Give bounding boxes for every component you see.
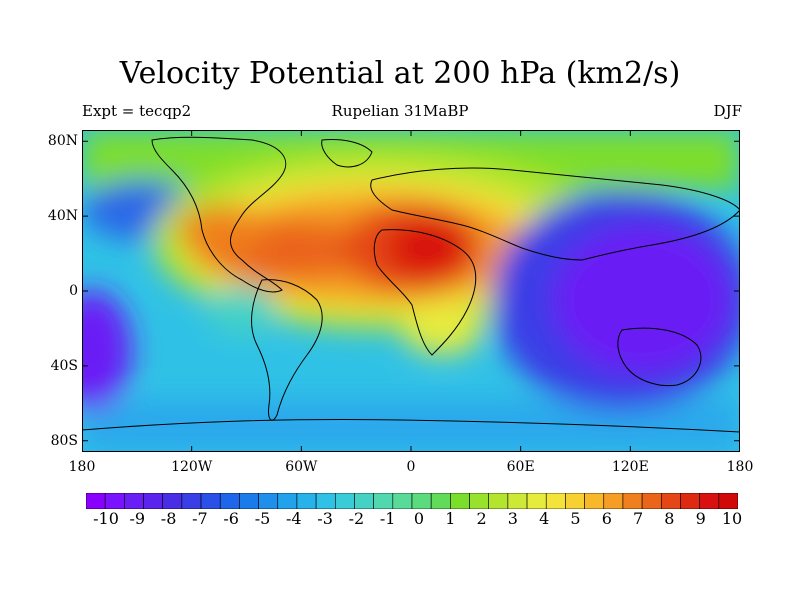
colorbar-label: -1 bbox=[379, 509, 396, 528]
colorbar-swatch bbox=[143, 493, 164, 509]
map-title: Velocity Potential at 200 hPa (km2/s) bbox=[119, 56, 681, 91]
colorbar-swatch bbox=[162, 493, 183, 509]
coastlines bbox=[82, 136, 740, 433]
colorbar-swatch bbox=[315, 493, 336, 509]
colorbar-label: 7 bbox=[633, 509, 644, 528]
period-label: Rupelian 31MaBP bbox=[331, 102, 469, 120]
colorbar-swatch bbox=[641, 493, 662, 509]
colorbar-swatch bbox=[526, 493, 547, 509]
colorbar-swatch bbox=[718, 493, 738, 509]
colorbar-label: 4 bbox=[539, 509, 550, 528]
colorbar-swatch bbox=[488, 493, 509, 509]
colorbar-label: -5 bbox=[254, 509, 271, 528]
colorbar-swatch bbox=[219, 493, 240, 509]
colorbar-label: -8 bbox=[160, 509, 177, 528]
lat-label: 0 bbox=[69, 283, 78, 299]
colorbar-swatch bbox=[334, 493, 355, 509]
colorbar-swatch bbox=[622, 493, 643, 509]
colorbar-swatch bbox=[603, 493, 624, 509]
colorbar-label: 9 bbox=[695, 509, 706, 528]
colorbar-swatch bbox=[392, 493, 413, 509]
colorbar-swatch bbox=[181, 493, 202, 509]
colorbar-swatch bbox=[699, 493, 720, 509]
colorbar-swatch bbox=[258, 493, 279, 509]
colorbar-swatch bbox=[277, 493, 298, 509]
colorbar-label: 1 bbox=[445, 509, 456, 528]
colorbar-swatch bbox=[86, 493, 106, 509]
colorbar-swatch bbox=[430, 493, 451, 509]
colorbar-label: 5 bbox=[570, 509, 581, 528]
colorbar-label: 2 bbox=[476, 509, 487, 528]
coastline-south-america bbox=[251, 279, 323, 421]
colorbar-label: 8 bbox=[664, 509, 675, 528]
lat-label: 80S bbox=[50, 432, 78, 449]
colorbar-label: -9 bbox=[129, 509, 146, 528]
colorbar bbox=[86, 493, 738, 509]
coastline-greenland bbox=[321, 139, 373, 168]
velocity-potential-map bbox=[82, 130, 740, 452]
lon-label: 0 bbox=[406, 459, 416, 475]
coastline-africa bbox=[373, 229, 477, 356]
colorbar-swatch bbox=[354, 493, 374, 509]
lon-label: 180 bbox=[726, 459, 754, 475]
lon-label: 60W bbox=[285, 459, 318, 475]
colorbar-swatch bbox=[124, 493, 144, 509]
colorbar-swatch bbox=[680, 493, 700, 509]
lon-label: 60E bbox=[506, 459, 535, 475]
colorbar-swatch bbox=[411, 493, 432, 509]
colorbar-swatch bbox=[200, 493, 221, 509]
colorbar-swatch bbox=[584, 493, 605, 509]
lat-label: 80N bbox=[47, 133, 78, 150]
colorbar-swatch bbox=[239, 493, 259, 509]
coastline-north-america bbox=[151, 136, 287, 293]
colorbar-label: -2 bbox=[348, 509, 365, 528]
colorbar-swatch bbox=[660, 493, 681, 509]
experiment-label: Expt = tecqp2 bbox=[82, 102, 192, 120]
colorbar-label: -3 bbox=[317, 509, 333, 528]
colorbar-swatch bbox=[450, 493, 470, 509]
coastline-antarctica bbox=[82, 418, 740, 433]
season-label: DJF bbox=[713, 102, 742, 120]
colorbar-label: -4 bbox=[286, 509, 302, 528]
colorbar-swatch bbox=[104, 493, 125, 509]
colorbar-swatch bbox=[296, 493, 317, 509]
lon-label: 180 bbox=[68, 459, 96, 475]
colorbar-label: -7 bbox=[192, 509, 208, 528]
colorbar-label: 6 bbox=[601, 509, 612, 528]
colorbar-label: -6 bbox=[223, 509, 239, 528]
map-ticks bbox=[82, 130, 740, 452]
colorbar-swatch bbox=[565, 493, 585, 509]
colorbar-label: 0 bbox=[413, 509, 425, 528]
lon-label: 120W bbox=[171, 459, 213, 475]
colorbar-swatch bbox=[507, 493, 528, 509]
colorbar-swatch bbox=[469, 493, 490, 509]
coastline-eurasia bbox=[370, 167, 740, 261]
lat-label: 40S bbox=[50, 357, 78, 374]
colorbar-label: 3 bbox=[507, 509, 518, 528]
colorbar-swatch bbox=[545, 493, 566, 509]
colorbar-label: 10 bbox=[721, 509, 743, 528]
lon-label: 120E bbox=[611, 459, 649, 475]
colorbar-label: -10 bbox=[93, 509, 119, 528]
coastline-australia bbox=[617, 327, 702, 387]
lat-label: 40N bbox=[47, 208, 78, 225]
colorbar-swatch bbox=[373, 493, 394, 509]
